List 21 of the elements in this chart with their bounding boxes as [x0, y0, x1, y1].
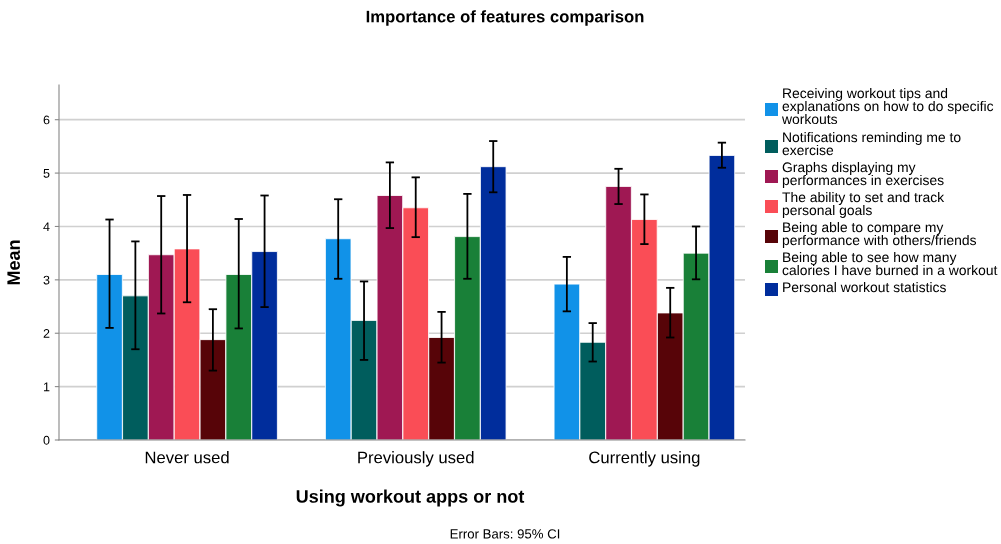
- legend-label: Personal workout statistics: [783, 282, 946, 293]
- legend-label: Graphs displaying my performances in exercises: [782, 162, 944, 188]
- legend-label: Notifications reminding me to exercise: [782, 132, 961, 156]
- y-tick-label: 5: [43, 169, 50, 178]
- y-tick-label: 2: [43, 329, 50, 338]
- text: Error Bars: 95% CI: [450, 529, 560, 539]
- legend-label: The ability to set and track personal goals: [782, 192, 945, 218]
- y-tick-label: 1: [43, 382, 50, 392]
- x-tick-label: Currently using: [589, 451, 700, 467]
- legend-label: Being able to see how many calories I have burned in a workout: [782, 252, 998, 276]
- legend-label: Receiving workout tips and explanations on how to do specific workouts: [781, 88, 994, 125]
- y-tick-label: 6: [43, 115, 50, 125]
- y-tick-label: 3: [43, 275, 50, 285]
- y-tick-label: 0: [43, 435, 50, 445]
- chart-title: Importance of features comparison: [366, 10, 644, 26]
- legend-label: Being able to compare my performance with others/friends: [782, 222, 977, 248]
- y-axis-title: Mean: [7, 240, 21, 285]
- x-tick-label: Previously used: [358, 451, 474, 467]
- x-axis-title: Using workout apps or not: [296, 489, 525, 507]
- y-tick-label: 4: [43, 222, 50, 231]
- x-tick-label: Never used: [145, 451, 229, 464]
